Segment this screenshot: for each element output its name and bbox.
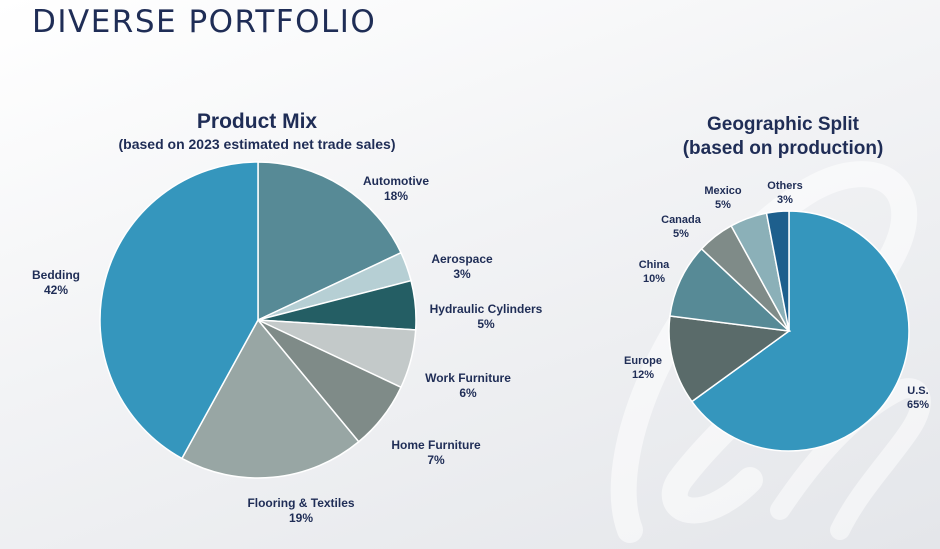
slice-label-home-furniture: Home Furniture	[391, 438, 481, 452]
slice-label-flooring-and-textiles: Flooring & Textiles	[247, 496, 354, 510]
slice-value-china: 10%	[643, 273, 665, 285]
slice-value-u-s: 65%	[907, 399, 929, 411]
pie-slice-bedding	[99, 161, 259, 460]
pie-slice-others	[765, 210, 790, 332]
slice-value-canada: 5%	[673, 228, 689, 240]
pie-slice-flooring-and-textiles	[180, 318, 360, 479]
geographic-split-pie: U.S. 65% Europe 12% China 10% Canada 5% Mexico 5%…	[624, 180, 929, 452]
product-mix-subtitle: (based on 2023 estimated net trade sales…	[118, 136, 396, 152]
pie-slice-u-s	[690, 210, 910, 452]
slice-value-bedding: 42%	[44, 283, 68, 297]
pie-slice-china	[669, 247, 792, 333]
slice-value-hydraulic-cylinders: 5%	[477, 317, 495, 331]
slice-label-china: China	[639, 259, 670, 271]
geographic-split-title: Geographic Split	[706, 114, 860, 135]
slice-value-flooring-and-textiles: 19%	[289, 511, 313, 525]
slice-value-others: 3%	[777, 194, 793, 206]
geographic-split-subtitle: (based on production)	[682, 138, 884, 159]
slice-value-work-furniture: 6%	[459, 386, 477, 400]
pie-slice-automotive	[257, 161, 402, 322]
slice-label-mexico: Mexico	[704, 185, 742, 197]
slice-label-u-s: U.S.	[907, 385, 928, 397]
slice-label-others: Others	[767, 180, 802, 192]
pie-slice-europe	[668, 315, 791, 403]
slice-label-automotive: Automotive	[363, 174, 429, 188]
slice-label-bedding: Bedding	[32, 268, 80, 282]
slice-value-europe: 12%	[632, 369, 654, 381]
page-title: DIVERSE PORTFOLIO	[32, 4, 377, 40]
slice-value-aerospace: 3%	[453, 267, 471, 281]
slice-label-europe: Europe	[624, 355, 662, 367]
slice-label-work-furniture: Work Furniture	[425, 371, 511, 385]
slice-value-automotive: 18%	[384, 189, 408, 203]
slice-label-canada: Canada	[661, 214, 702, 226]
slice-value-mexico: 5%	[715, 199, 731, 211]
slice-value-home-furniture: 7%	[427, 453, 445, 467]
slice-label-hydraulic-cylinders: Hydraulic Cylinders	[430, 302, 543, 316]
slice-label-aerospace: Aerospace	[431, 252, 493, 266]
product-mix-title: Product Mix	[196, 110, 318, 133]
